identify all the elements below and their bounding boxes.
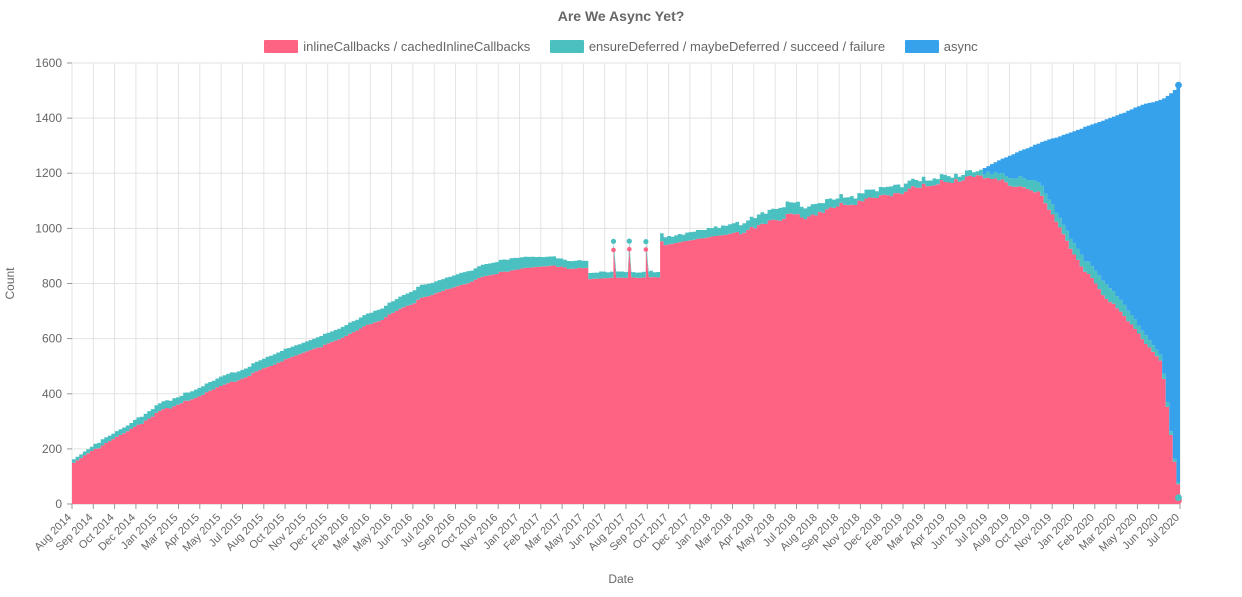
svg-text:1000: 1000 xyxy=(35,221,62,235)
svg-text:1400: 1400 xyxy=(35,111,62,125)
svg-text:1200: 1200 xyxy=(35,166,62,180)
svg-text:200: 200 xyxy=(42,442,62,456)
svg-text:400: 400 xyxy=(42,387,62,401)
svg-text:800: 800 xyxy=(42,277,62,291)
svg-text:Count: Count xyxy=(3,267,17,300)
svg-text:1600: 1600 xyxy=(35,56,62,70)
svg-text:0: 0 xyxy=(55,497,62,511)
svg-text:600: 600 xyxy=(42,332,62,346)
